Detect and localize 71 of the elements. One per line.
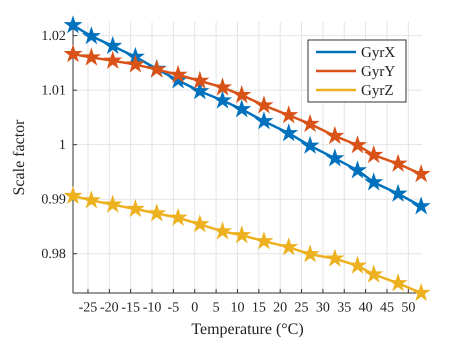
x-tick-label: -15: [121, 300, 140, 316]
x-tick-label: 25: [294, 300, 309, 316]
x-tick-label: -25: [78, 300, 98, 316]
x-tick-label: 45: [380, 300, 394, 316]
point: [280, 106, 298, 123]
point: [412, 284, 430, 300]
point: [214, 92, 232, 108]
point: [191, 72, 208, 88]
point: [104, 37, 122, 54]
point: [280, 124, 298, 141]
y-tick-label: 1.01: [41, 84, 66, 99]
point: [302, 245, 319, 262]
point: [82, 27, 100, 44]
x-tick-label: 0: [191, 300, 198, 316]
x-tick-label: -20: [100, 300, 119, 316]
point: [302, 115, 319, 132]
point: [82, 48, 100, 65]
point: [214, 78, 232, 95]
point: [170, 66, 187, 82]
point: [233, 100, 250, 117]
point: [326, 149, 344, 166]
x-tick-label: -10: [142, 300, 162, 316]
y-tick-label: 1.02: [41, 29, 66, 44]
x-tick-label: 50: [401, 300, 416, 316]
point: [64, 45, 82, 62]
legend-label: GyrY: [361, 64, 396, 80]
point: [365, 146, 382, 162]
y-tick-label: 0.99: [41, 192, 66, 208]
point: [191, 215, 208, 232]
point: [233, 226, 250, 243]
point: [390, 154, 407, 172]
point: [233, 86, 250, 102]
y-tick-label: 0.98: [41, 247, 66, 262]
point: [348, 136, 366, 153]
point: [104, 52, 122, 68]
y-tick-label: 1: [58, 138, 66, 154]
point: [326, 250, 344, 266]
x-tick-label: -5: [168, 300, 180, 316]
x-tick-label: 15: [252, 300, 266, 316]
point: [82, 191, 100, 208]
point: [412, 197, 430, 214]
point: [255, 96, 272, 113]
x-axis-title: Temperature (°C): [191, 321, 304, 338]
point: [64, 16, 82, 33]
x-tick-label: 35: [337, 300, 352, 316]
point: [255, 112, 272, 129]
point: [390, 184, 407, 202]
point: [390, 274, 407, 291]
point: [412, 165, 430, 182]
point: [365, 266, 382, 282]
point: [126, 56, 144, 72]
point: [280, 238, 298, 255]
y-axis-title: Scale factor: [11, 118, 28, 196]
x-tick-label: 5: [212, 300, 220, 316]
point: [126, 200, 144, 216]
point: [104, 196, 122, 212]
point: [348, 161, 366, 178]
legend-label: GyrZ: [361, 83, 394, 99]
point: [326, 127, 344, 144]
x-tick-label: 40: [358, 300, 373, 316]
legend-label: GyrX: [361, 45, 396, 61]
point: [148, 204, 166, 221]
point: [302, 136, 319, 154]
point: [365, 173, 382, 190]
point: [348, 256, 366, 274]
x-tick-label: 10: [230, 300, 244, 316]
point: [64, 187, 82, 204]
x-tick-label: 20: [273, 300, 288, 316]
x-tick-label: 30: [316, 300, 330, 316]
point: [170, 208, 187, 226]
point: [255, 232, 272, 249]
